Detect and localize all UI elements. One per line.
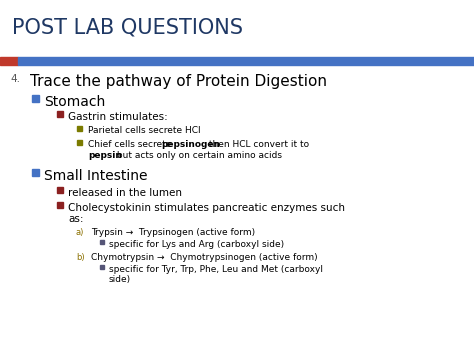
Text: Chymotrypsin →  Chymotrypsinogen (active form): Chymotrypsin → Chymotrypsinogen (active … (91, 253, 318, 262)
Text: 4.: 4. (10, 74, 20, 84)
Text: Cholecystokinin stimulates pancreatic enzymes such: Cholecystokinin stimulates pancreatic en… (68, 203, 345, 213)
Text: side): side) (109, 275, 131, 284)
Text: Trace the pathway of Protein Digestion: Trace the pathway of Protein Digestion (30, 74, 327, 89)
Bar (57, 187, 63, 193)
Text: Parietal cells secrete HCl: Parietal cells secrete HCl (88, 126, 201, 135)
Bar (78, 126, 82, 131)
Bar (33, 169, 39, 175)
Bar (57, 111, 63, 117)
Text: as:: as: (68, 214, 83, 224)
Text: Small Intestine: Small Intestine (44, 169, 147, 183)
Text: b): b) (76, 253, 85, 262)
Bar (100, 240, 104, 244)
Bar (0, 57, 18, 65)
Text: pepsinogen: pepsinogen (161, 140, 220, 149)
Text: POST LAB QUESTIONS: POST LAB QUESTIONS (12, 17, 243, 37)
Text: pepsin: pepsin (88, 151, 122, 160)
Bar (57, 202, 63, 208)
Bar (33, 94, 39, 102)
Bar (100, 265, 104, 269)
Text: released in the lumen: released in the lumen (68, 188, 182, 198)
Text: Chief cells secrete: Chief cells secrete (88, 140, 174, 149)
Text: Trypsin →  Trypsinogen (active form): Trypsin → Trypsinogen (active form) (91, 228, 255, 237)
Text: then HCL convert it to: then HCL convert it to (206, 140, 309, 149)
Text: Stomach: Stomach (44, 95, 105, 109)
Text: but acts only on certain amino acids: but acts only on certain amino acids (114, 151, 282, 160)
Bar (18, 57, 474, 65)
Text: a): a) (76, 228, 84, 237)
Text: Gastrin stimulates:: Gastrin stimulates: (68, 112, 168, 122)
Bar (78, 140, 82, 144)
Text: specific for Lys and Arg (carboxyl side): specific for Lys and Arg (carboxyl side) (109, 240, 284, 249)
Text: specific for Tyr, Trp, Phe, Leu and Met (carboxyl: specific for Tyr, Trp, Phe, Leu and Met … (109, 265, 323, 274)
